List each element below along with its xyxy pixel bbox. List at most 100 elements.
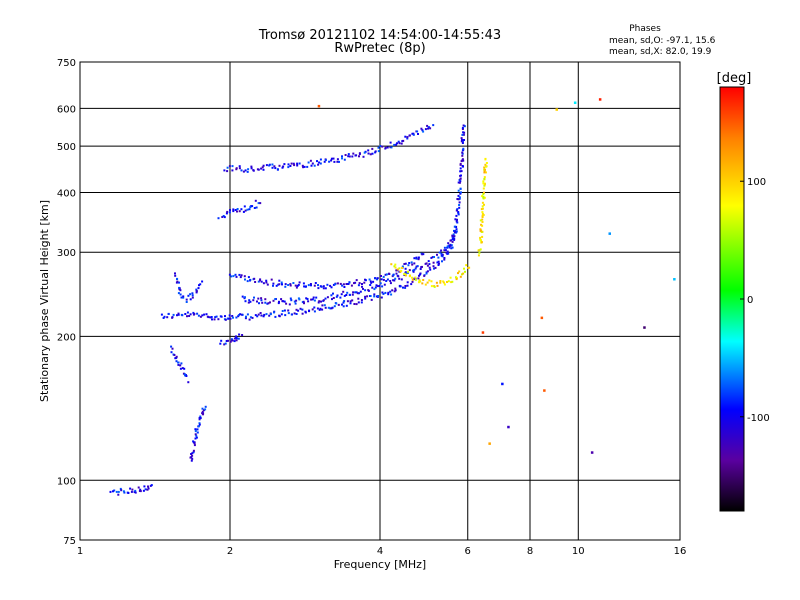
echo-point bbox=[426, 124, 429, 127]
echo-point bbox=[460, 170, 463, 173]
echo-point bbox=[330, 286, 333, 289]
colorbar-ticks: 100 0 -100 bbox=[740, 177, 770, 424]
echo-point bbox=[193, 313, 196, 315]
echo-point bbox=[142, 489, 145, 492]
echo-point bbox=[335, 295, 338, 298]
echo-point bbox=[281, 166, 284, 169]
echo-point bbox=[272, 284, 274, 287]
echo-point bbox=[238, 167, 241, 170]
echo-point bbox=[285, 302, 288, 305]
echo-point bbox=[414, 276, 417, 279]
echo-point bbox=[345, 304, 348, 307]
echo-point bbox=[484, 168, 486, 171]
echo-point bbox=[458, 204, 461, 206]
echo-point bbox=[290, 299, 293, 302]
trace-1 bbox=[228, 252, 425, 290]
echo-point bbox=[424, 283, 427, 286]
echo-point bbox=[249, 300, 252, 303]
echo-point bbox=[384, 146, 387, 149]
scatter-point-6 bbox=[573, 101, 577, 104]
echo-point bbox=[240, 274, 243, 277]
echo-point bbox=[150, 484, 153, 487]
echo-point bbox=[426, 281, 429, 284]
echo-point bbox=[268, 163, 271, 166]
y-tick-label-5: 500 bbox=[57, 142, 76, 153]
echo-point bbox=[381, 145, 384, 148]
echo-point bbox=[415, 257, 418, 260]
echo-point bbox=[324, 297, 327, 300]
echo-point bbox=[284, 314, 287, 317]
echo-point bbox=[425, 272, 428, 275]
echo-point bbox=[342, 305, 345, 308]
echo-point bbox=[483, 166, 486, 169]
echo-point bbox=[362, 287, 364, 290]
echo-point bbox=[453, 225, 456, 228]
echo-point bbox=[439, 281, 442, 284]
echo-point bbox=[274, 298, 277, 301]
echo-point bbox=[309, 159, 312, 162]
echo-point bbox=[393, 265, 396, 268]
echo-point bbox=[446, 281, 448, 283]
echo-point bbox=[482, 193, 485, 196]
echo-point bbox=[433, 285, 436, 288]
echo-point bbox=[433, 267, 435, 270]
echo-point bbox=[229, 340, 232, 343]
echo-point bbox=[455, 220, 458, 223]
echo-point bbox=[244, 169, 247, 172]
echo-point bbox=[398, 277, 401, 280]
echo-point bbox=[367, 152, 370, 155]
echo-point bbox=[427, 127, 429, 130]
echo-point bbox=[412, 269, 414, 272]
echo-point bbox=[293, 164, 296, 167]
echo-point bbox=[244, 317, 247, 320]
echo-point bbox=[137, 486, 140, 489]
echo-point bbox=[177, 361, 180, 364]
echo-point bbox=[355, 154, 358, 157]
echo-point bbox=[373, 288, 376, 291]
echo-point bbox=[353, 282, 355, 285]
echo-point bbox=[457, 211, 460, 213]
echo-point bbox=[402, 139, 405, 142]
echo-point bbox=[359, 290, 362, 293]
echo-point bbox=[348, 155, 351, 158]
echo-point bbox=[456, 221, 459, 224]
echo-point bbox=[264, 301, 267, 304]
echo-point bbox=[483, 171, 486, 174]
echo-point bbox=[234, 273, 237, 276]
echo-point bbox=[230, 338, 233, 341]
echo-point bbox=[171, 316, 174, 319]
echo-point bbox=[413, 278, 416, 281]
echo-point bbox=[413, 268, 416, 271]
echo-point bbox=[199, 415, 202, 418]
echo-point bbox=[451, 240, 454, 243]
echo-point bbox=[453, 235, 456, 238]
echo-point bbox=[389, 280, 392, 282]
echo-point bbox=[404, 286, 407, 289]
echo-point bbox=[295, 313, 298, 315]
echo-point bbox=[179, 364, 182, 367]
echo-point bbox=[133, 491, 136, 493]
echo-point bbox=[483, 203, 485, 206]
echo-point bbox=[403, 263, 406, 265]
echo-point bbox=[343, 300, 346, 303]
echo-point bbox=[163, 315, 166, 318]
echo-point bbox=[432, 265, 435, 268]
echo-point bbox=[395, 143, 398, 146]
echo-point bbox=[381, 285, 384, 288]
echo-point bbox=[223, 343, 226, 346]
echo-point bbox=[246, 208, 249, 211]
echo-point bbox=[361, 283, 363, 285]
echo-point bbox=[422, 279, 425, 281]
echo-point bbox=[342, 301, 345, 304]
echo-point bbox=[455, 230, 458, 233]
colorbar-tick-label-0: 100 bbox=[747, 177, 766, 188]
echo-point bbox=[421, 129, 424, 132]
echo-point bbox=[343, 286, 346, 288]
echo-point bbox=[146, 488, 149, 491]
echo-point bbox=[421, 282, 424, 285]
echo-point bbox=[287, 309, 290, 312]
echo-point bbox=[376, 285, 379, 288]
echo-point bbox=[436, 284, 439, 287]
echo-point bbox=[339, 296, 342, 299]
echo-point bbox=[191, 292, 194, 295]
